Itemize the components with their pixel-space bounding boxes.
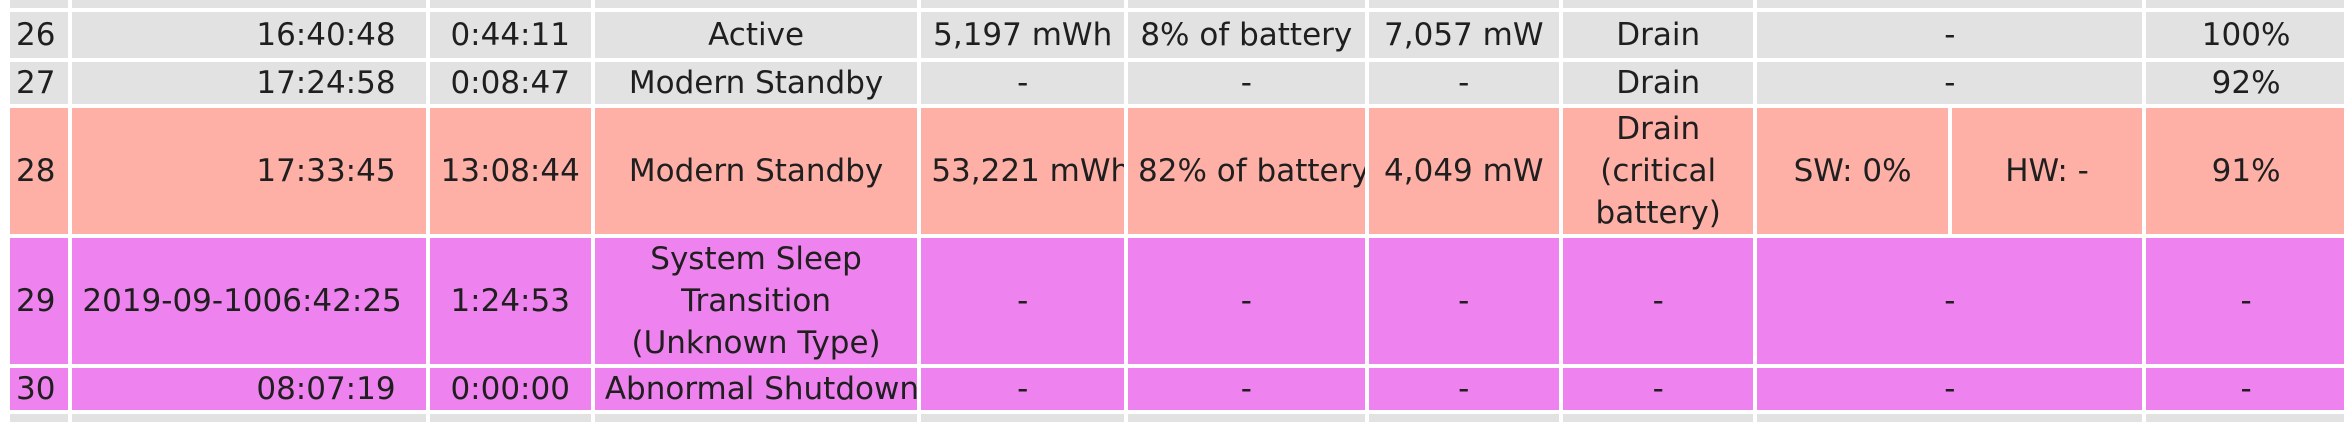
row-duration: 0:08:47 — [429, 62, 591, 104]
row-index: 29 — [10, 238, 69, 364]
row-percent: - — [1128, 368, 1365, 410]
row-sw-hw: - — [1757, 238, 2143, 364]
table-row: 27 17:24:58 0:08:47 Modern Standby - - -… — [10, 62, 2344, 104]
row-state: System Sleep Transition (Unknown Type) — [594, 238, 918, 364]
row-time: 06:42:25 — [262, 283, 402, 319]
cell-time — [72, 414, 426, 422]
row-index: 26 — [10, 12, 69, 58]
row-rate: - — [1368, 238, 1559, 364]
row-percent: 8% of battery — [1128, 12, 1365, 58]
row-capacity: - — [2146, 238, 2344, 364]
table-row-partial-top — [10, 0, 2344, 8]
cell-duration — [429, 0, 591, 8]
recent-usage-table: 26 16:40:48 0:44:11 Active 5,197 mWh 8% … — [6, 0, 2344, 422]
cell-idx — [10, 0, 69, 8]
cell-rate — [1368, 0, 1559, 8]
row-rate: 4,049 mW — [1368, 108, 1559, 234]
cell-capacity — [2146, 414, 2344, 422]
row-percent: 82% of battery — [1128, 108, 1365, 234]
row-index: 30 — [10, 368, 69, 410]
row-start-time: 08:07:19 — [72, 368, 426, 410]
row-state: Active — [594, 12, 918, 58]
row-source: Drain — [1562, 12, 1754, 58]
row-start-time: 17:24:58 — [72, 62, 426, 104]
cell-source — [1562, 0, 1754, 8]
cell-percent — [1128, 0, 1365, 8]
row-duration: 0:44:11 — [429, 12, 591, 58]
row-time: 17:33:45 — [256, 153, 396, 189]
cell-sw-hw — [1757, 0, 2143, 8]
row-sw: SW: 0% — [1757, 108, 1948, 234]
row-percent: - — [1128, 238, 1365, 364]
row-energy: 53,221 mWh — [921, 108, 1125, 234]
cell-energy — [921, 414, 1125, 422]
row-sw-hw: - — [1757, 62, 2143, 104]
cell-rate — [1368, 414, 1559, 422]
row-start-time: 2019-09-10 06:42:25 — [72, 238, 426, 364]
cell-idx — [10, 414, 69, 422]
row-sw-hw: - — [1757, 368, 2143, 410]
row-date: 2019-09-10 — [82, 283, 263, 319]
row-state: Abnormal Shutdown — [594, 368, 918, 410]
row-energy: - — [921, 62, 1125, 104]
row-source: - — [1562, 368, 1754, 410]
row-state: Modern Standby — [594, 62, 918, 104]
row-capacity: 92% — [2146, 62, 2344, 104]
row-time: 17:24:58 — [256, 65, 396, 101]
row-time: 08:07:19 — [256, 371, 396, 407]
cell-duration — [429, 414, 591, 422]
table-row: 29 2019-09-10 06:42:25 1:24:53 System Sl… — [10, 238, 2344, 364]
row-source: Drain — [1562, 62, 1754, 104]
row-duration: 13:08:44 — [429, 108, 591, 234]
row-capacity: - — [2146, 368, 2344, 410]
row-time: 16:40:48 — [256, 17, 396, 53]
row-percent: - — [1128, 62, 1365, 104]
row-energy: 5,197 mWh — [921, 12, 1125, 58]
cell-time — [72, 0, 426, 8]
cell-sw-hw — [1757, 414, 2143, 422]
row-rate: - — [1368, 62, 1559, 104]
row-start-time: 16:40:48 — [72, 12, 426, 58]
row-capacity: 100% — [2146, 12, 2344, 58]
cell-state — [594, 0, 918, 8]
row-sw-hw: - — [1757, 12, 2143, 58]
row-duration: 0:00:00 — [429, 368, 591, 410]
table-row: 30 08:07:19 0:00:00 Abnormal Shutdown - … — [10, 368, 2344, 410]
row-energy: - — [921, 238, 1125, 364]
row-rate: 7,057 mW — [1368, 12, 1559, 58]
row-capacity: 91% — [2146, 108, 2344, 234]
row-rate: - — [1368, 368, 1559, 410]
row-energy: - — [921, 368, 1125, 410]
cell-percent — [1128, 414, 1365, 422]
table-row: 28 17:33:45 13:08:44 Modern Standby 53,2… — [10, 108, 2344, 234]
cell-capacity — [2146, 0, 2344, 8]
row-index: 28 — [10, 108, 69, 234]
row-hw: HW: - — [1951, 108, 2143, 234]
cell-source — [1562, 414, 1754, 422]
cell-energy — [921, 0, 1125, 8]
row-start-time: 17:33:45 — [72, 108, 426, 234]
row-source: - — [1562, 238, 1754, 364]
row-source: Drain (critical battery) — [1562, 108, 1754, 234]
row-state: Modern Standby — [594, 108, 918, 234]
row-index: 27 — [10, 62, 69, 104]
table-row: 26 16:40:48 0:44:11 Active 5,197 mWh 8% … — [10, 12, 2344, 58]
table-row-partial-bottom — [10, 414, 2344, 422]
row-duration: 1:24:53 — [429, 238, 591, 364]
cell-state — [594, 414, 918, 422]
